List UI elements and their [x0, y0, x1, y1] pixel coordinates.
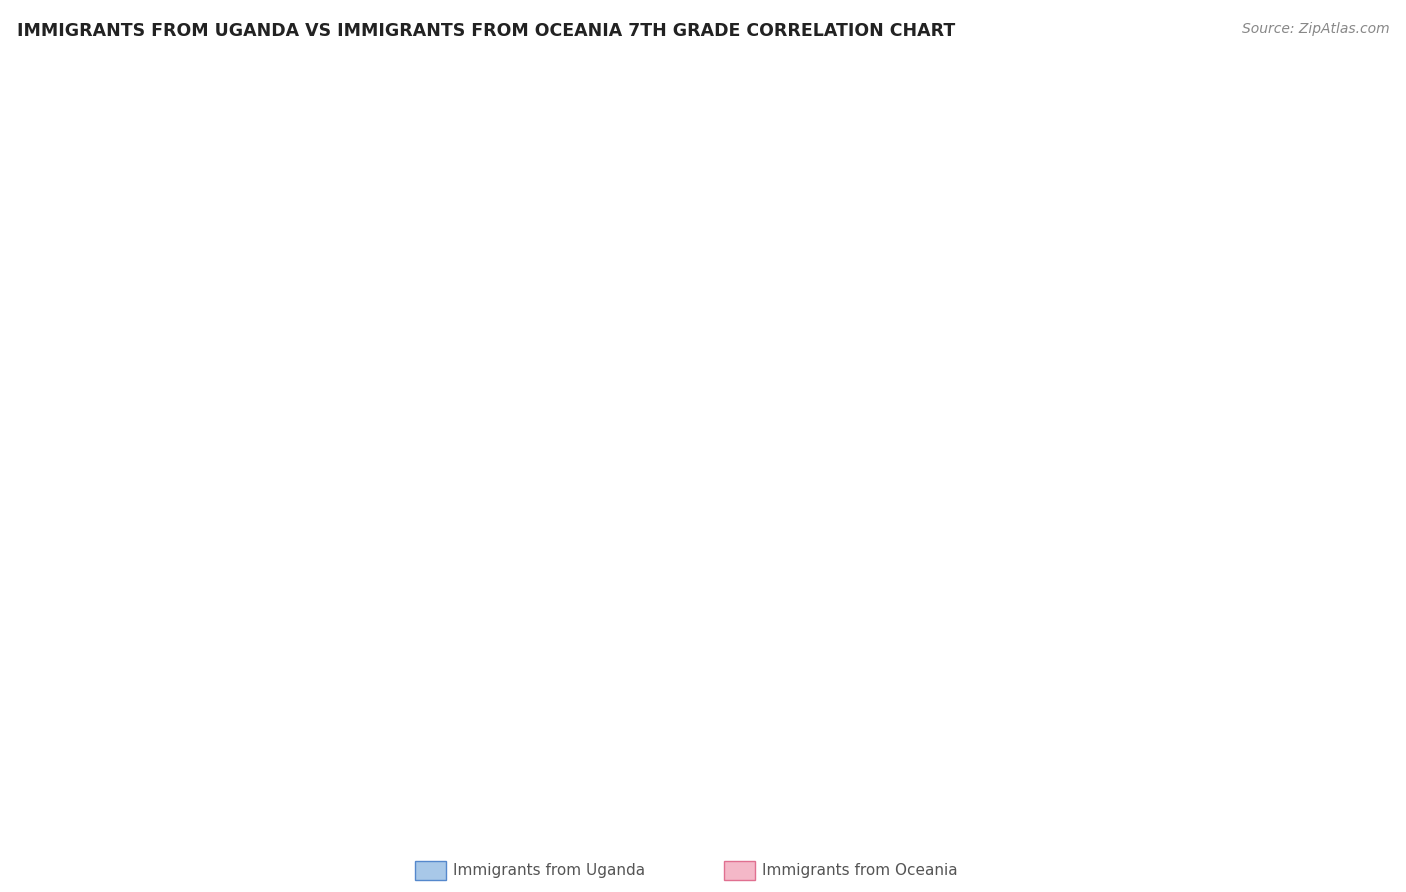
Point: [76, 159, 98, 173]
Point: [66, 179, 89, 194]
Point: [96, 191, 118, 205]
Point: [63, 121, 86, 136]
Point: [58, 101, 80, 115]
Point: [107, 195, 129, 210]
Text: ZIP: ZIP: [415, 388, 588, 480]
Point: [58, 150, 80, 164]
Point: [76, 211, 98, 226]
Point: [169, 208, 191, 222]
Point: [218, 219, 240, 234]
Point: [75, 170, 97, 185]
Point: [66, 134, 89, 148]
Point: [243, 306, 266, 320]
Point: [65, 130, 87, 145]
Point: [80, 175, 103, 189]
Point: [69, 146, 91, 161]
Point: [378, 249, 401, 263]
Point: [58, 89, 80, 103]
Point: [63, 121, 86, 136]
Point: [67, 130, 90, 145]
Point: [83, 179, 105, 194]
Point: [73, 159, 96, 173]
Point: [67, 142, 90, 156]
Point: [89, 240, 111, 254]
Point: [75, 162, 97, 177]
Point: [67, 142, 90, 156]
Point: [58, 93, 80, 107]
Text: Immigrants from Oceania: Immigrants from Oceania: [762, 863, 957, 878]
Point: [89, 187, 111, 202]
Point: [737, 118, 759, 132]
Point: [1229, 64, 1251, 78]
Point: [169, 289, 191, 303]
Point: [73, 200, 96, 214]
Point: [1045, 77, 1067, 91]
Point: [132, 244, 155, 259]
Point: [58, 105, 80, 120]
Point: [60, 110, 83, 124]
Point: [59, 69, 82, 83]
Point: [83, 191, 105, 205]
Point: [58, 97, 80, 112]
Point: [101, 219, 124, 234]
Point: [72, 154, 94, 169]
Point: [120, 273, 142, 287]
Point: [86, 183, 108, 197]
Point: [62, 118, 84, 132]
Point: [243, 224, 266, 238]
Point: [77, 170, 100, 185]
Point: [427, 260, 450, 275]
Point: [65, 126, 87, 140]
Point: [83, 232, 105, 246]
Point: [60, 113, 83, 128]
Text: Source: ZipAtlas.com: Source: ZipAtlas.com: [1241, 22, 1389, 37]
Text: atlas: atlas: [612, 388, 839, 479]
Point: [859, 285, 882, 300]
Point: [329, 240, 352, 254]
Point: [59, 72, 82, 87]
Text: IMMIGRANTS FROM UGANDA VS IMMIGRANTS FROM OCEANIA 7TH GRADE CORRELATION CHART: IMMIGRANTS FROM UGANDA VS IMMIGRANTS FRO…: [17, 22, 955, 40]
Point: [58, 85, 80, 99]
Y-axis label: 7th Grade: 7th Grade: [44, 395, 58, 472]
Point: [983, 314, 1005, 328]
Point: [62, 77, 84, 91]
Point: [194, 211, 217, 226]
Point: [58, 64, 80, 78]
Point: [145, 203, 167, 218]
Point: [489, 339, 512, 353]
Point: [58, 110, 80, 124]
Point: [60, 97, 83, 112]
Point: [280, 314, 302, 328]
Point: [58, 69, 80, 83]
Point: [280, 232, 302, 246]
Point: [107, 260, 129, 275]
Point: [921, 101, 943, 115]
Point: [145, 281, 167, 295]
Point: [58, 72, 80, 87]
Text: Immigrants from Uganda: Immigrants from Uganda: [453, 863, 645, 878]
Point: [70, 191, 93, 205]
Point: [60, 72, 83, 87]
Point: [329, 322, 352, 336]
Point: [96, 252, 118, 267]
Point: [65, 167, 87, 181]
Point: [737, 273, 759, 287]
Point: [62, 159, 84, 173]
Point: [58, 77, 80, 91]
Point: [120, 200, 142, 214]
Point: [66, 138, 89, 153]
Point: [58, 81, 80, 95]
Point: [58, 85, 80, 99]
Point: [80, 219, 103, 234]
Point: [205, 298, 228, 312]
Point: [76, 167, 98, 181]
Point: [83, 183, 105, 197]
Point: [58, 77, 80, 91]
Point: [70, 150, 93, 164]
Point: [404, 330, 426, 344]
Point: [58, 130, 80, 145]
